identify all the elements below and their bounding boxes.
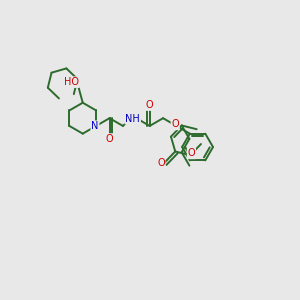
- Text: O: O: [171, 119, 179, 129]
- Text: HO: HO: [64, 77, 79, 87]
- Text: O: O: [188, 148, 195, 158]
- Text: O: O: [146, 100, 154, 110]
- Text: N: N: [91, 121, 99, 131]
- Text: O: O: [106, 134, 113, 144]
- Text: O: O: [157, 158, 165, 168]
- Text: NH: NH: [125, 114, 140, 124]
